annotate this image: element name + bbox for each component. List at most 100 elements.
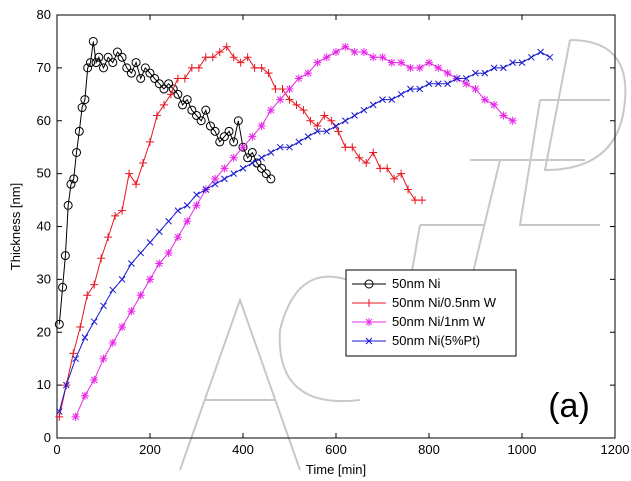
data-point xyxy=(224,126,234,136)
data-point xyxy=(397,58,406,67)
data-point xyxy=(55,408,63,415)
data-point xyxy=(379,96,386,103)
data-point xyxy=(390,174,399,183)
data-point xyxy=(257,122,266,131)
data-point xyxy=(194,63,203,72)
data-point xyxy=(276,95,285,104)
data-point xyxy=(205,121,215,131)
data-point xyxy=(229,153,238,162)
data-point xyxy=(126,68,136,78)
data-point xyxy=(81,334,89,341)
data-point xyxy=(376,164,385,173)
data-point xyxy=(164,79,174,89)
data-point xyxy=(285,95,294,104)
data-point xyxy=(362,159,371,168)
data-point xyxy=(83,291,92,300)
data-point xyxy=(233,116,243,126)
data-point xyxy=(369,148,378,157)
data-point xyxy=(355,153,364,162)
data-point xyxy=(201,53,210,62)
data-point xyxy=(462,75,470,82)
data-point xyxy=(222,42,231,51)
x-tick-label: 600 xyxy=(325,442,347,457)
data-point xyxy=(183,201,191,209)
data-point xyxy=(83,63,93,73)
data-point xyxy=(166,90,175,99)
data-point xyxy=(443,69,452,78)
data-point xyxy=(314,127,321,135)
data-point xyxy=(66,179,76,189)
data-point xyxy=(122,63,132,73)
data-point xyxy=(481,69,489,77)
series-3 xyxy=(71,42,517,421)
data-point xyxy=(434,63,443,72)
legend-item: 50nm Ni(5%Pt) xyxy=(352,333,480,348)
y-tick-label: 0 xyxy=(44,430,51,445)
data-point xyxy=(136,73,146,83)
data-point xyxy=(221,175,228,183)
y-tick-label: 60 xyxy=(37,113,51,128)
y-tick-label: 40 xyxy=(37,219,51,234)
data-point xyxy=(348,143,357,152)
data-point xyxy=(90,280,99,289)
data-point xyxy=(127,307,136,316)
data-point xyxy=(490,64,498,72)
data-point xyxy=(108,58,118,68)
x-tick-label: 800 xyxy=(418,442,440,457)
legend-marker xyxy=(365,337,373,345)
panel-label: (a) xyxy=(548,387,590,425)
data-point xyxy=(387,58,396,67)
data-point xyxy=(192,201,201,210)
legend-marker xyxy=(364,279,374,289)
data-point xyxy=(109,286,117,294)
data-point xyxy=(332,48,340,57)
data-point xyxy=(71,412,80,421)
data-point xyxy=(201,105,211,115)
data-point xyxy=(257,163,267,173)
data-point xyxy=(406,63,415,72)
data-point xyxy=(306,116,315,125)
data-point xyxy=(90,375,99,384)
x-tick-label: 400 xyxy=(232,442,254,457)
data-point xyxy=(183,217,192,226)
data-point xyxy=(140,63,150,73)
data-point xyxy=(299,106,308,115)
data-point xyxy=(155,228,163,236)
data-point xyxy=(261,169,271,179)
data-point xyxy=(72,147,82,157)
data-point xyxy=(72,355,79,363)
y-tick-label: 70 xyxy=(37,60,51,75)
data-point xyxy=(112,47,122,57)
data-point xyxy=(136,291,145,300)
data-point xyxy=(131,58,141,68)
legend-item: 50nm Ni xyxy=(352,276,441,291)
data-point xyxy=(215,137,225,147)
series-4 xyxy=(55,48,554,415)
data-point xyxy=(509,59,517,66)
data-point xyxy=(210,126,220,136)
data-point xyxy=(118,276,126,283)
legend-item: 50nm Ni/1nm W xyxy=(352,314,486,329)
data-point xyxy=(230,170,238,177)
y-tick-label: 30 xyxy=(37,271,51,286)
y-tick-label: 20 xyxy=(37,324,51,339)
axis-ticks xyxy=(56,14,616,439)
data-point xyxy=(434,80,442,88)
data-point xyxy=(165,217,172,225)
legend: 50nm Ni 50nm Ni/0.5nm W 50nm Ni/1nm W 50nm … xyxy=(345,269,517,357)
data-point xyxy=(90,318,98,326)
data-point xyxy=(369,101,377,109)
data-point xyxy=(278,85,287,94)
series-line xyxy=(58,45,422,418)
data-point xyxy=(99,63,108,73)
series-line xyxy=(58,51,551,412)
legend-label: 50nm Ni(5%Pt) xyxy=(392,333,480,348)
data-point xyxy=(276,143,284,151)
data-point xyxy=(404,185,413,194)
series-line xyxy=(75,46,513,418)
data-point xyxy=(397,90,405,98)
data-point xyxy=(397,169,406,178)
x-tick-label: 1200 xyxy=(601,442,630,457)
data-point xyxy=(341,42,350,51)
